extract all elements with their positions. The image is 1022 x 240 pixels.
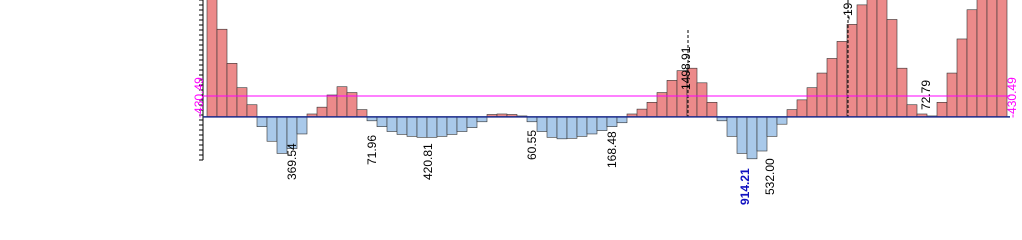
bar [376,116,388,127]
bar [426,116,438,138]
value-label: 71.96 [365,135,379,165]
bar [386,116,398,132]
bar [856,4,868,118]
value-label: 72.79 [919,80,933,110]
bar [726,116,738,137]
bar [316,106,328,118]
bar [256,116,268,127]
bar [976,0,988,118]
bar [546,116,558,138]
chart: -430.49 -430.49 369.54 71.96 420.81 60.55 168.… [192,0,1019,205]
bar [756,116,768,152]
bar [616,116,628,124]
bar [796,99,808,118]
bar [446,116,458,135]
bar [436,116,448,137]
value-label: 168.48 [605,131,619,168]
bar [936,101,948,118]
bar [566,116,578,139]
value-label: 420.81 [421,143,435,180]
bar [786,109,798,118]
bar [746,116,758,160]
bar [956,38,968,118]
bar [216,28,228,118]
value-label: 914.21 [738,168,752,205]
bar [246,104,258,118]
bar [576,116,588,137]
bar [606,116,618,127]
bar [466,116,478,128]
bar [226,63,238,118]
bar [826,58,838,118]
bar [696,82,708,118]
bar [776,116,788,125]
value-label: -19 [841,2,855,20]
value-label: 60.55 [525,130,539,160]
bar [556,116,568,140]
bar [896,67,908,118]
bar [596,116,608,131]
bar [636,108,648,118]
bar [236,87,248,118]
reference-label: -430.49 [1005,77,1019,118]
bar [416,116,428,138]
bar [456,116,468,132]
bar [406,116,418,137]
bar [986,0,998,118]
bar [836,41,848,118]
value-label: 1498.91 [679,46,693,90]
bar [906,104,918,118]
bars [206,0,1008,160]
bar [266,116,278,142]
bar [326,94,338,118]
bar [816,72,828,118]
bar [586,116,598,135]
value-label: 532.00 [763,158,777,195]
bar [886,19,898,118]
bar [766,116,778,137]
bar [866,0,878,118]
bar [396,116,408,135]
bar [736,116,748,154]
value-label: 369.54 [285,143,299,180]
bar [666,80,678,118]
bar [536,116,548,132]
bar [336,86,348,118]
bar [706,101,718,118]
bar [806,87,818,118]
bar [646,101,658,118]
bar [966,9,978,118]
bar [296,116,308,135]
bar [876,0,888,118]
bar [206,0,218,118]
bar [946,72,958,118]
reference-label: -430.49 [192,77,206,118]
bar [356,109,368,118]
